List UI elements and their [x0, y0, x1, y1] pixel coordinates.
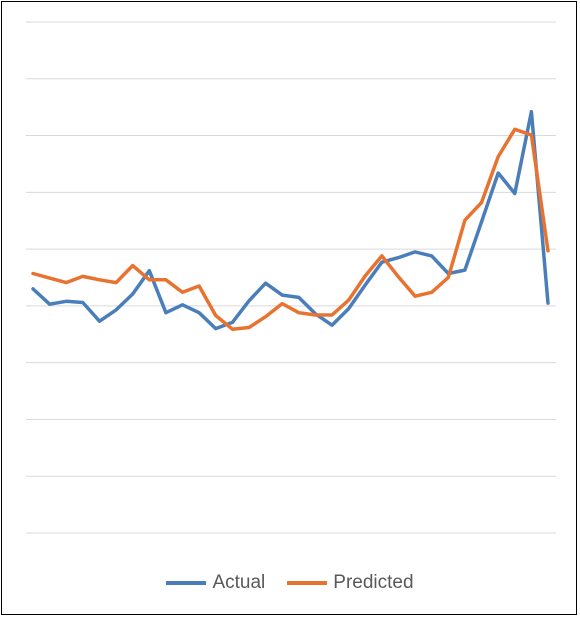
legend-item-actual[interactable]: Actual	[166, 572, 265, 594]
legend-swatch-actual	[166, 581, 207, 585]
legend-swatch-predicted	[287, 581, 328, 585]
legend-label-predicted: Predicted	[333, 572, 414, 593]
legend-label-actual: Actual	[212, 572, 266, 593]
series-line-actual[interactable]	[31, 109, 550, 331]
legend: Actual Predicted	[0, 569, 580, 597]
series-line-predicted[interactable]	[31, 127, 550, 331]
legend-item-predicted[interactable]: Predicted	[287, 572, 414, 594]
series-lines	[31, 109, 550, 331]
gridlines	[26, 21, 556, 534]
